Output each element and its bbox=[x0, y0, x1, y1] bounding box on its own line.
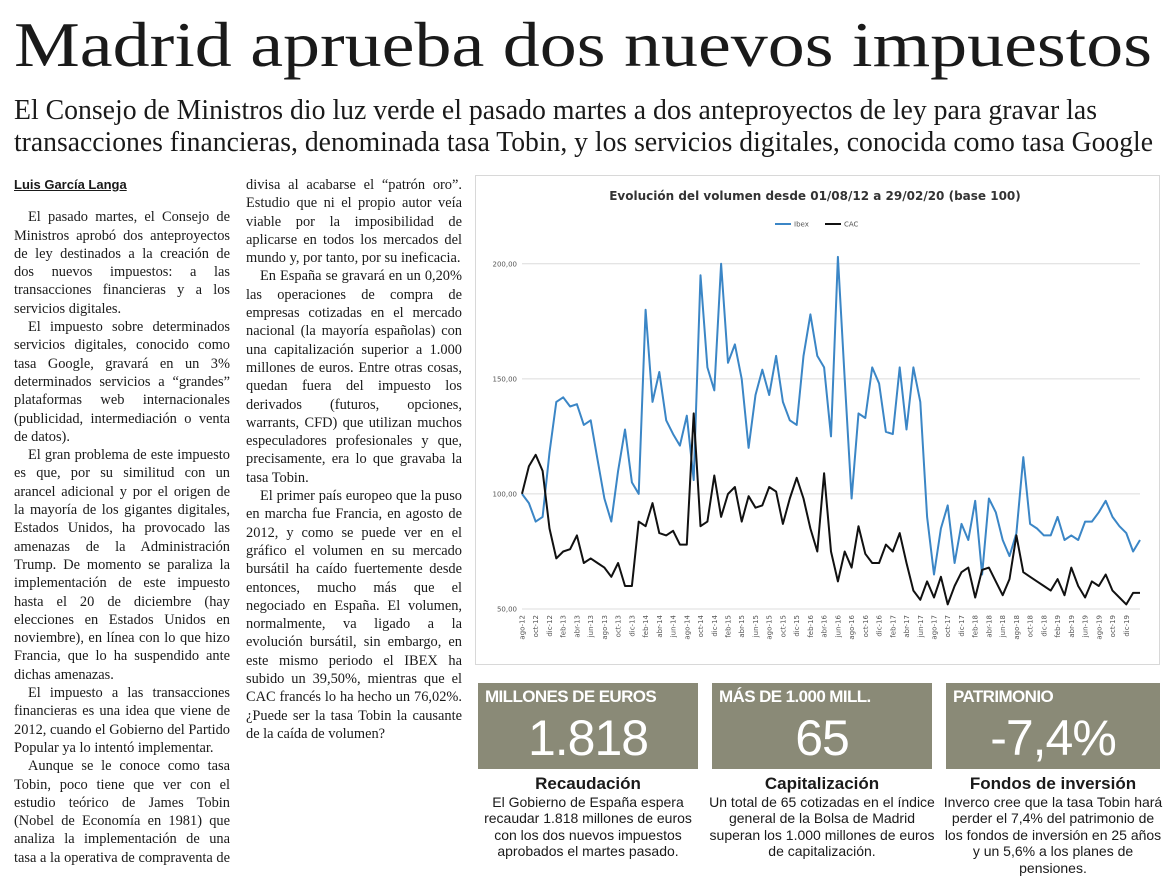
paragraph: En España se gravará en un 0,20% las ope… bbox=[246, 268, 462, 486]
x-tick-label: dic-12 bbox=[546, 615, 554, 637]
x-tick-label: ago-19 bbox=[1095, 615, 1103, 640]
x-tick-label: feb-14 bbox=[642, 614, 650, 637]
x-tick-label: dic-16 bbox=[876, 614, 884, 636]
stat-box: MILLONES DE EUROS 1.818 bbox=[478, 683, 698, 769]
x-tick-label: jun-15 bbox=[752, 615, 760, 638]
x-tick-label: dic-17 bbox=[958, 615, 966, 637]
stat-label: PATRIMONIO bbox=[953, 687, 1054, 706]
stat-description: Fondos de inversión Inverco cree que la t… bbox=[942, 774, 1164, 876]
x-tick-label: abr-14 bbox=[656, 614, 664, 637]
y-tick-label: 150,00 bbox=[493, 375, 518, 383]
x-tick-label: jun-13 bbox=[587, 615, 595, 638]
x-tick-label: oct-14 bbox=[697, 614, 705, 637]
x-tick-label: oct-15 bbox=[779, 615, 787, 637]
line-series bbox=[521, 412, 1140, 606]
subtitle-line: El Consejo de Ministros dio luz verde el… bbox=[14, 95, 1097, 126]
x-tick-label: oct-17 bbox=[944, 615, 952, 637]
stat-label: MILLONES DE EUROS bbox=[485, 687, 657, 706]
x-tick-label: abr-17 bbox=[903, 615, 911, 638]
stat-title: Capitalización bbox=[764, 774, 880, 793]
x-tick-label: ago-17 bbox=[931, 615, 939, 640]
stat-description: Recaudación El Gobierno de España espera … bbox=[474, 774, 702, 860]
stat-title: Recaudación bbox=[535, 774, 641, 793]
x-tick-label: ago-15 bbox=[766, 615, 774, 640]
subtitle-line: transacciones financieras, denominada ta… bbox=[14, 127, 1153, 158]
x-tick-label: abr-15 bbox=[738, 615, 746, 638]
byline: Luis García Langa bbox=[14, 177, 127, 192]
paragraph: Aunque se le conoce como tasa Tobin, poc… bbox=[14, 177, 462, 866]
y-tick-label: 50,00 bbox=[497, 606, 517, 614]
stat-text: Inverco cree que la tasa Tobin hará perd… bbox=[943, 794, 1163, 876]
x-tick-label: ago-16 bbox=[848, 614, 856, 639]
stat-number: 1.818 bbox=[527, 710, 649, 766]
paragraph: El impuesto a las transacciones financie… bbox=[14, 685, 230, 756]
chart-title: Evolución del volumen desde 01/08/12 a 2… bbox=[609, 189, 1021, 203]
x-tick-label: abr-19 bbox=[1068, 615, 1076, 638]
x-tick-label: oct-19 bbox=[1109, 615, 1117, 637]
stat-number: -7,4% bbox=[990, 710, 1117, 766]
x-tick-label: abr-18 bbox=[985, 615, 993, 638]
x-tick-label: jun-19 bbox=[1082, 615, 1090, 638]
legend-label: CAC bbox=[844, 221, 859, 229]
x-tick-label: feb-13 bbox=[560, 615, 568, 638]
legend-label: Ibex bbox=[794, 221, 809, 229]
header: Madrid aprueba dos nuevos impuestos El C… bbox=[14, 9, 1153, 158]
x-tick-label: jun-16 bbox=[834, 614, 842, 638]
x-tick-label: oct-18 bbox=[1027, 615, 1035, 637]
x-tick-label: ago-14 bbox=[683, 614, 691, 639]
headline: Madrid aprueba dos nuevos impuestos bbox=[14, 9, 1152, 80]
stat-title: Fondos de inversión bbox=[969, 774, 1137, 793]
chart-frame bbox=[475, 175, 1160, 665]
paragraph: El primer país europeo que la puso en ma… bbox=[246, 488, 462, 742]
x-tick-label: dic-14 bbox=[711, 614, 719, 636]
x-tick-label: dic-15 bbox=[793, 615, 801, 637]
paragraph: El pasado martes, el Consejo de Ministro… bbox=[14, 209, 230, 317]
paragraph: El gran problema de este impuesto es que… bbox=[14, 447, 230, 683]
x-tick-label: feb-19 bbox=[1054, 615, 1062, 638]
x-tick-label: ago-12 bbox=[519, 615, 527, 640]
y-tick-label: 100,00 bbox=[493, 490, 518, 498]
x-tick-label: dic-19 bbox=[1123, 615, 1131, 637]
x-tick-label: feb-18 bbox=[972, 615, 980, 638]
x-tick-label: dic-13 bbox=[628, 615, 636, 637]
stat-label: MÁS DE 1.000 MILL. bbox=[719, 687, 871, 706]
y-tick-label: 200,00 bbox=[493, 260, 518, 268]
x-tick-label: dic-18 bbox=[1040, 615, 1048, 637]
stat-description: Capitalización Un total de 65 cotizadas e… bbox=[708, 774, 936, 860]
stat-number: 65 bbox=[795, 710, 850, 766]
x-tick-label: abr-16 bbox=[821, 614, 829, 637]
stat-box: PATRIMONIO -7,4% bbox=[946, 683, 1160, 769]
stat-text: El Gobierno de España espera recaudar 1.… bbox=[484, 794, 692, 860]
x-tick-label: jun-14 bbox=[670, 614, 678, 638]
x-tick-label: ago-18 bbox=[1013, 615, 1021, 640]
stat-box: MÁS DE 1.000 MILL. 65 bbox=[712, 683, 932, 769]
stat-text: Un total de 65 cotizadas en el índice ge… bbox=[709, 794, 935, 860]
x-tick-label: jun-18 bbox=[999, 615, 1007, 638]
x-tick-label: feb-16 bbox=[807, 614, 815, 637]
x-tick-label: jun-17 bbox=[917, 615, 925, 638]
x-tick-label: abr-13 bbox=[573, 615, 581, 638]
x-tick-label: oct-12 bbox=[532, 615, 540, 637]
x-tick-label: oct-13 bbox=[615, 615, 623, 637]
article: Luis García Langa El pasado martes, el C… bbox=[14, 176, 462, 876]
x-tick-label: oct-16 bbox=[862, 614, 870, 637]
chart: Evolución del volumen desde 01/08/12 a 2… bbox=[475, 175, 1160, 665]
x-tick-label: ago-13 bbox=[601, 615, 609, 640]
x-tick-label: feb-15 bbox=[725, 615, 733, 638]
paragraph: El impuesto sobre determinados servicios… bbox=[14, 319, 230, 445]
line-series bbox=[521, 255, 1141, 576]
x-tick-label: feb-17 bbox=[889, 615, 897, 638]
